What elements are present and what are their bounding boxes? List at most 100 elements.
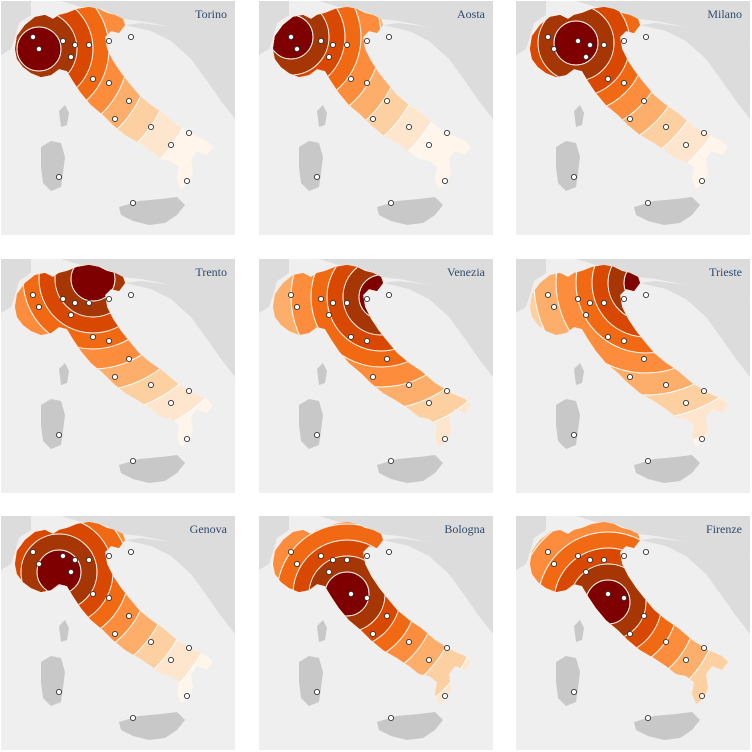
city-marker (570, 173, 578, 181)
city-marker (325, 568, 333, 576)
map-panel: Firenze (516, 516, 750, 750)
neighbor-country (640, 23, 750, 119)
city-marker (604, 333, 612, 341)
city-marker (640, 612, 648, 620)
city-marker (620, 337, 628, 345)
city-marker (698, 177, 706, 185)
sardinia (299, 141, 323, 191)
city-marker (363, 594, 371, 602)
italy-map (259, 259, 493, 483)
city-marker (35, 45, 43, 53)
italy-map (516, 1, 750, 225)
city-marker (385, 548, 393, 556)
map-panel: Torino (1, 1, 235, 235)
city-marker (127, 33, 135, 41)
city-marker (620, 594, 628, 602)
corsica (317, 620, 327, 642)
city-marker (700, 644, 708, 652)
city-marker (71, 556, 79, 564)
city-marker (574, 295, 582, 303)
sardinia (299, 399, 323, 449)
corsica (59, 620, 69, 642)
city-marker (317, 37, 325, 45)
panel-title: Trieste (709, 265, 742, 279)
distance-band (324, 571, 370, 617)
italy-map (516, 259, 750, 483)
panel-title: Bologna (444, 522, 485, 536)
neighbor-country (125, 23, 235, 119)
city-marker (387, 714, 395, 722)
city-marker (369, 373, 377, 381)
neighbor-country (383, 23, 493, 119)
italy-map (1, 259, 235, 483)
city-marker (363, 295, 371, 303)
city-marker (293, 45, 301, 53)
city-marker (147, 638, 155, 646)
city-marker (425, 656, 433, 664)
city-marker (626, 630, 634, 638)
neighbor-country (516, 259, 546, 313)
neighbor-country (516, 516, 546, 570)
map-panel: Milano (516, 1, 750, 235)
city-marker (347, 590, 355, 598)
city-marker (85, 299, 93, 307)
city-marker (574, 552, 582, 560)
italy-map (259, 1, 493, 225)
corsica (317, 105, 327, 127)
city-marker (343, 299, 351, 307)
city-marker (55, 173, 63, 181)
panel-title: Torino (195, 7, 227, 21)
italy-map (1, 1, 235, 225)
city-marker (317, 295, 325, 303)
neighbor-country (259, 1, 493, 41)
city-marker (700, 387, 708, 395)
city-marker (35, 560, 43, 568)
italy-map (1, 516, 235, 740)
city-marker (67, 311, 75, 319)
city-marker (644, 199, 652, 207)
city-marker (347, 333, 355, 341)
sicily (377, 455, 443, 483)
city-marker (369, 630, 377, 638)
city-marker (313, 173, 321, 181)
city-marker (325, 53, 333, 61)
map-panel: Genova (1, 516, 235, 750)
sicily (634, 712, 700, 740)
neighbor-country (383, 538, 493, 634)
city-marker (329, 299, 337, 307)
city-marker (71, 299, 79, 307)
city-marker (293, 303, 301, 311)
neighbor-country (1, 516, 235, 556)
city-marker (167, 399, 175, 407)
corsica (574, 363, 584, 385)
sicily (634, 197, 700, 225)
city-marker (385, 291, 393, 299)
city-marker (29, 291, 37, 299)
city-marker (640, 97, 648, 105)
city-marker (383, 612, 391, 620)
panel-title: Genova (189, 522, 227, 536)
city-marker (55, 688, 63, 696)
city-marker (682, 656, 690, 664)
city-marker (343, 41, 351, 49)
city-marker (441, 435, 449, 443)
city-marker (600, 41, 608, 49)
city-marker (125, 97, 133, 105)
sardinia (556, 141, 580, 191)
city-marker (287, 291, 295, 299)
neighbor-country (259, 1, 289, 55)
city-marker (582, 53, 590, 61)
city-marker (111, 115, 119, 123)
sardinia (41, 656, 65, 706)
sicily (377, 712, 443, 740)
city-marker (544, 548, 552, 556)
city-marker (405, 123, 413, 131)
sicily (377, 197, 443, 225)
map-panel: Aosta (259, 1, 493, 235)
city-marker (443, 387, 451, 395)
neighbor-country (1, 1, 31, 55)
panel-title: Firenze (706, 522, 742, 536)
city-marker (147, 381, 155, 389)
distance-band (585, 579, 631, 625)
city-marker (85, 556, 93, 564)
